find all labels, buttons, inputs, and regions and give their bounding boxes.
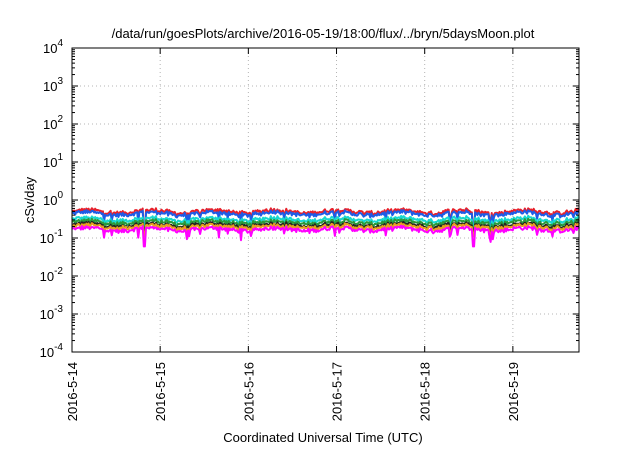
x-tick-label: 2016-5-15 (153, 362, 168, 421)
y-tick-label-exponent: 3 (57, 76, 63, 87)
y-tick-label-exponent: 4 (57, 38, 63, 49)
y-tick-label-exponent: -4 (54, 342, 63, 353)
x-tick-label: 2016-5-14 (65, 362, 80, 421)
y-tick-label-base: 10 (43, 155, 57, 170)
y-tick-label: 10-4 (40, 342, 64, 360)
x-tick-label: 2016-5-19 (506, 362, 521, 421)
x-axis-label: Coordinated Universal Time (UTC) (223, 430, 422, 445)
y-tick-label-base: 10 (40, 231, 54, 246)
y-tick-label-base: 10 (43, 117, 57, 132)
grid-layer (72, 48, 579, 352)
y-tick-label: 102 (43, 114, 63, 132)
y-tick-label-base: 10 (43, 193, 57, 208)
y-tick-label: 100 (43, 190, 63, 208)
y-tick-label-base: 10 (40, 269, 54, 284)
y-tick-label: 104 (43, 38, 63, 56)
y-tick-label-exponent: 2 (57, 114, 63, 125)
y-tick-label: 10-2 (40, 266, 64, 284)
series-line-3 (71, 214, 580, 234)
plot-frame (71, 47, 580, 353)
series-line-2 (71, 209, 580, 233)
y-tick-label-exponent: 0 (57, 190, 63, 201)
y-tick-label: 103 (43, 76, 63, 94)
series-line-4 (71, 217, 580, 237)
series-layer (71, 207, 580, 248)
y-axis-label: cSv/day (22, 176, 37, 223)
y-tick-label-exponent: -3 (54, 304, 63, 315)
y-tick-label-base: 10 (43, 41, 57, 56)
axes-layer: 10410310210110010-110-210-310-42016-5-14… (40, 38, 580, 421)
y-tick-label: 10-1 (40, 228, 64, 246)
y-tick-label-exponent: 1 (57, 152, 63, 163)
chart-title: /data/run/goesPlots/archive/2016-05-19/1… (112, 26, 535, 41)
x-tick-label: 2016-5-18 (418, 362, 433, 421)
y-tick-label-exponent: -2 (54, 266, 63, 277)
series-line-7 (71, 224, 580, 248)
y-tick-label-exponent: -1 (54, 228, 63, 239)
y-tick-label-base: 10 (40, 345, 54, 360)
x-tick-label: 2016-5-16 (241, 362, 256, 421)
y-tick-label-base: 10 (43, 79, 57, 94)
x-tick-label: 2016-5-17 (330, 362, 345, 421)
series-line-6 (71, 222, 580, 240)
y-tick-label-base: 10 (40, 307, 54, 322)
y-tick-label: 101 (43, 152, 63, 170)
y-tick-label: 10-3 (40, 304, 64, 322)
